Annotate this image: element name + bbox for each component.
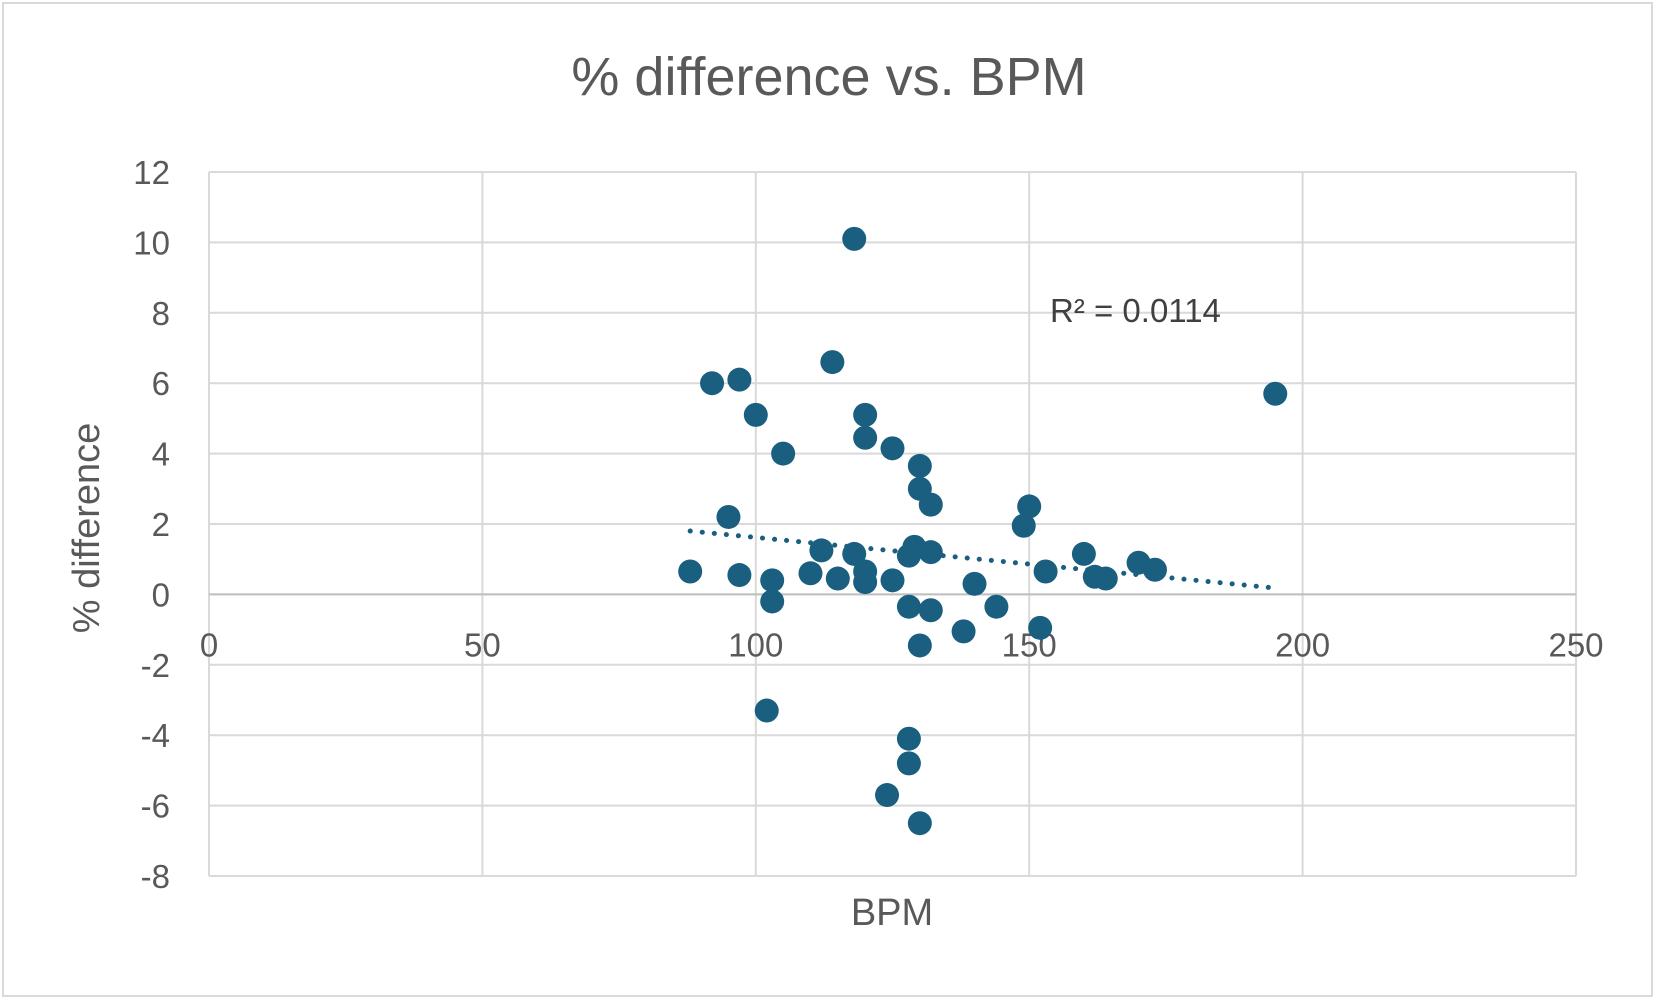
data-point <box>1017 494 1042 519</box>
x-tick-label: 100 <box>728 626 783 663</box>
data-point <box>896 751 921 776</box>
y-tick-label: 12 <box>133 154 170 191</box>
y-tick-label: 4 <box>152 436 170 473</box>
chart-title: % difference vs. BPM <box>571 47 1086 107</box>
y-tick-label: -2 <box>141 647 170 684</box>
data-point <box>984 594 1009 619</box>
data-point <box>1263 381 1288 406</box>
y-tick-label: 0 <box>152 576 170 613</box>
data-point <box>1093 566 1118 591</box>
data-point <box>760 568 785 593</box>
data-point <box>1142 557 1167 582</box>
data-point <box>754 698 779 723</box>
data-point <box>880 436 905 461</box>
gridlines <box>208 171 1577 877</box>
data-point <box>771 441 796 466</box>
data-point <box>907 453 932 478</box>
data-point <box>1033 559 1058 584</box>
y-tick-label: 2 <box>152 506 170 543</box>
y-tick-label: -4 <box>141 717 170 754</box>
data-point <box>896 594 921 619</box>
data-point <box>1011 513 1036 538</box>
data-point <box>918 492 943 517</box>
trendline <box>687 528 1278 591</box>
data-point <box>875 783 900 808</box>
r-squared-label: R² = 0.0114 <box>1050 292 1221 329</box>
data-point <box>760 589 785 614</box>
y-tick-label: -8 <box>141 858 170 895</box>
x-tick-label: 250 <box>1548 626 1603 663</box>
data-points <box>678 226 1288 836</box>
data-point <box>907 811 932 836</box>
trendline-line <box>687 528 1278 591</box>
data-point <box>820 350 845 375</box>
x-axis-tick-labels: 0 50 100 150 200 250 <box>200 626 1604 663</box>
data-point <box>678 559 703 584</box>
data-point <box>825 566 850 591</box>
data-point <box>700 371 725 396</box>
x-tick-label: 200 <box>1275 626 1330 663</box>
data-point <box>1028 615 1053 640</box>
y-tick-label: 8 <box>152 295 170 332</box>
data-point <box>880 568 905 593</box>
data-point <box>842 226 867 251</box>
x-tick-label: 0 <box>200 626 218 663</box>
y-tick-label: -6 <box>141 788 170 825</box>
x-tick-label: 50 <box>464 626 501 663</box>
data-point <box>716 504 741 529</box>
data-point <box>896 726 921 751</box>
data-point <box>907 633 932 658</box>
data-point <box>918 540 943 565</box>
x-axis-title: BPM <box>851 892 933 934</box>
data-point <box>962 571 987 596</box>
data-point <box>798 561 823 586</box>
y-tick-label: 10 <box>133 224 170 261</box>
data-point <box>853 570 878 595</box>
data-point <box>853 425 878 450</box>
y-tick-label: 6 <box>152 365 170 402</box>
y-axis-title: % difference <box>66 423 108 634</box>
data-point <box>1071 541 1096 566</box>
data-point <box>743 402 768 427</box>
data-point <box>727 563 752 588</box>
data-point <box>853 402 878 427</box>
data-point <box>951 619 976 644</box>
data-point <box>842 541 867 566</box>
data-point <box>727 367 752 392</box>
y-axis-tick-labels: -8 -6 -4 -2 0 2 4 6 8 10 12 <box>133 154 170 895</box>
data-point <box>918 598 943 623</box>
data-point <box>809 538 834 563</box>
